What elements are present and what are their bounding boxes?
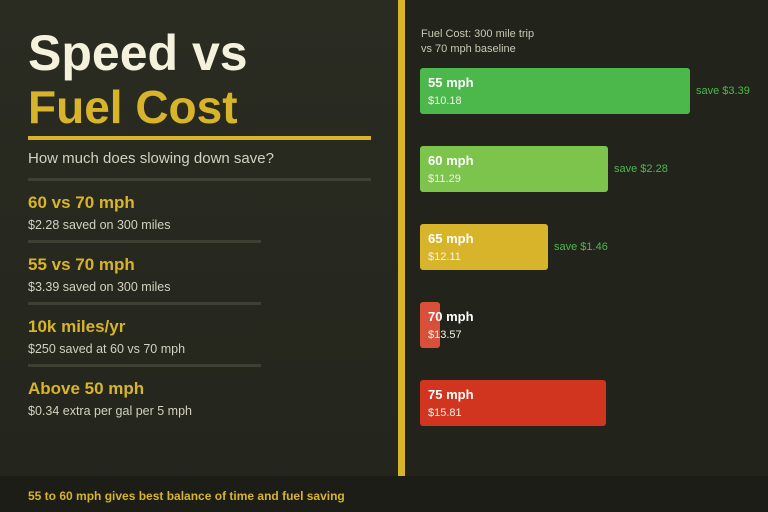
subtitle: How much does slowing down save? (28, 150, 274, 167)
fuel-cost-bar-chart: 55 mph $10.18 save $3.39 60 mph $11.29 save $… (420, 68, 750, 426)
savings-label: save $1.46 (554, 241, 608, 253)
stat-divider-1 (28, 240, 261, 243)
chart-title-line-2: vs 70 mph baseline (421, 43, 516, 55)
footer-bar (0, 476, 768, 512)
bar-75-mph (420, 380, 606, 426)
bar-value-label: $10.18 (428, 95, 462, 107)
bar-value-label: $15.81 (428, 407, 462, 419)
bar-category-label: 75 mph (428, 387, 474, 402)
bar-category-label: 55 mph (428, 75, 474, 90)
bar-category-label: 70 mph (428, 309, 474, 324)
bar-category-label: 65 mph (428, 231, 474, 246)
chart-title: Fuel Cost: 300 mile trip vs 70 mph basel… (421, 27, 534, 57)
title-underline (28, 136, 371, 140)
stat-detail-4: $0.34 extra per gal per 5 mph (28, 404, 192, 418)
bar-value-label: $11.29 (428, 173, 461, 185)
footer-note: 55 to 60 mph gives best balance of time … (28, 489, 345, 503)
stat-heading-4: Above 50 mph (28, 379, 145, 398)
stat-detail-2: $3.39 saved on 300 miles (28, 280, 171, 294)
stat-detail-3: $250 saved at 60 vs 70 mph (28, 342, 186, 356)
stat-heading-2: 55 vs 70 mph (28, 255, 135, 274)
stat-heading-1: 60 vs 70 mph (28, 193, 135, 212)
bar-category-label: 60 mph (428, 153, 474, 168)
vertical-divider (398, 0, 405, 476)
subtitle-divider (28, 178, 371, 181)
title-line-1: Speed vs (28, 25, 248, 81)
chart-title-line-1: Fuel Cost: 300 mile trip (421, 28, 535, 40)
bar-60-mph (420, 146, 608, 192)
bar-70-mph (420, 302, 440, 348)
bar-value-label: $12.11 (428, 251, 461, 263)
savings-label: save $3.39 (696, 85, 750, 97)
bar-65-mph (420, 224, 548, 270)
title-line-2: Fuel Cost (28, 81, 238, 133)
stat-heading-3: 10k miles/yr (28, 317, 126, 336)
stat-divider-3 (28, 364, 261, 367)
bar-value-label: $13.57 (428, 329, 462, 341)
left-panel (0, 0, 398, 476)
savings-label: save $2.28 (614, 163, 668, 175)
stat-divider-2 (28, 302, 261, 305)
stat-detail-1: $2.28 saved on 300 miles (28, 218, 171, 232)
bar-55-mph (420, 68, 690, 114)
